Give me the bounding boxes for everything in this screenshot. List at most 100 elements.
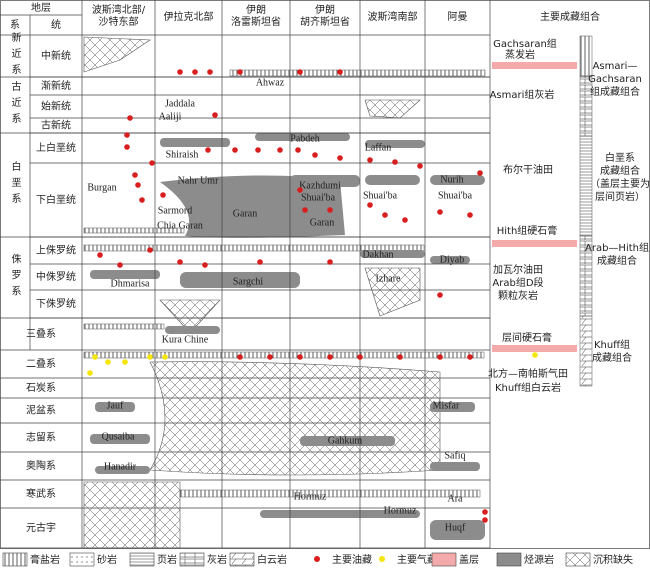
play-note: Hith组硬石膏 [497,224,558,237]
gas-dot [532,352,538,358]
system-label: 石炭系 [26,382,56,394]
legend-label: 主要油藏 [332,553,372,566]
oil-dot [205,147,211,153]
play-name: Khuff组 [594,338,630,351]
gas-dot [92,354,98,360]
oil-dot [312,152,318,158]
oil-dot [337,155,343,161]
play-note: Asmari组灰岩 [490,88,555,101]
header: 统 [51,18,61,31]
evaporite [83,69,486,498]
formation-label: Izhare [376,273,402,284]
legend-swatch [69,552,95,567]
oil-dot [437,292,443,298]
oil-dot [467,354,473,360]
formation-label: Garan [233,208,257,219]
formation-label: Huqf [445,522,466,533]
oil-dot [160,192,166,198]
oil-dot [255,147,261,153]
play-name: 层间页岩） [595,190,645,203]
oil-dot [139,197,145,203]
oil-dot [297,354,303,360]
formation-label: Ara [448,493,464,504]
column-header: 伊拉克北部 [164,10,214,23]
oil-dot [295,147,301,153]
oil-dot [367,202,373,208]
column-header: 伊朗 [246,4,266,16]
formation-label: Kazhdumi [299,180,341,191]
formation-label: Gahkum [328,435,363,446]
formation-label: Nahr Umr [178,175,219,186]
legend-swatch [229,552,255,567]
oil-dot [257,259,263,265]
header: 地层 [31,1,51,14]
formation-label: Ahwaz [256,77,285,88]
formation-label: Burgan [87,182,116,193]
gas-dot [87,370,93,376]
system-label: 新近系 [9,31,21,80]
formation-label: Safiq [444,450,465,461]
oil-dot [327,354,333,360]
legend-swatch [314,556,320,562]
legend-swatch [431,552,457,567]
system-label: 志留系 [26,431,56,444]
legend-label: 膏盐岩 [30,553,60,566]
oil-dot [232,147,238,153]
system-label: 侏罗系 [9,253,21,301]
oil-dot [177,259,183,265]
oil-dot [397,354,403,360]
formation-label: Hormuz [294,491,327,502]
oil-dot [482,517,488,523]
system-label: 泥盆系 [26,404,56,417]
series-label: 上白垩统 [36,141,76,154]
formation-label: Hanadir [104,461,137,472]
oil-dot [437,209,443,215]
play-note: 层间硬石膏 [502,331,552,344]
gas-dot [147,354,153,360]
oil-dot [357,354,363,360]
oil-dot [417,163,423,169]
legend-swatch [565,552,591,567]
oil-dot [117,262,123,268]
formation-label: Chia Garan [157,220,203,231]
gas-dot [105,359,111,365]
series-label: 古新统 [41,119,71,132]
system-label: 古近系 [9,80,21,129]
formation-label: Aaliji [159,111,182,122]
series-label: 中新统 [41,49,71,62]
hiatus [83,36,441,549]
play-name: 成藏组合 [600,164,640,177]
oil-dot [327,207,333,213]
formation-label: Laffan [365,142,391,153]
formation-label: Shuai'ba [363,190,398,201]
oil-dot [127,115,133,121]
legend-swatch [179,552,205,567]
play-note: 北方—南帕斯气田 [488,367,568,380]
legend-swatch [129,552,155,567]
legend-label: 烃源岩 [524,553,554,566]
play-name: 组成藏组合 [590,85,640,98]
formation-label: Pabdeh [290,133,319,144]
formation-label: Jaddala [165,98,196,109]
legend-swatch [2,552,28,567]
formation-label: Qusaiba [102,431,135,442]
legend-label: 白云岩 [257,553,287,566]
play-name: Arab—Hith组 [585,241,649,254]
oil-dot [392,159,398,165]
formation-label: Shuai'ba [301,192,336,203]
oil-dot [124,144,130,150]
caprock [492,62,577,352]
column-header: 阿曼 [448,11,468,23]
oil-dot [212,112,218,118]
gas-dot [122,359,128,365]
system-label: 二叠系 [26,358,56,370]
play-note: 加瓦尔油田 [493,263,543,276]
formation-label: Diyab [440,254,464,265]
system-label: 白垩系 [9,160,21,209]
oil-dot [382,212,388,218]
formation-label: Garan [310,217,334,228]
play-name: Gachsaran [588,74,642,85]
series-label: 中侏罗统 [36,270,76,283]
oil-dot [135,182,141,188]
